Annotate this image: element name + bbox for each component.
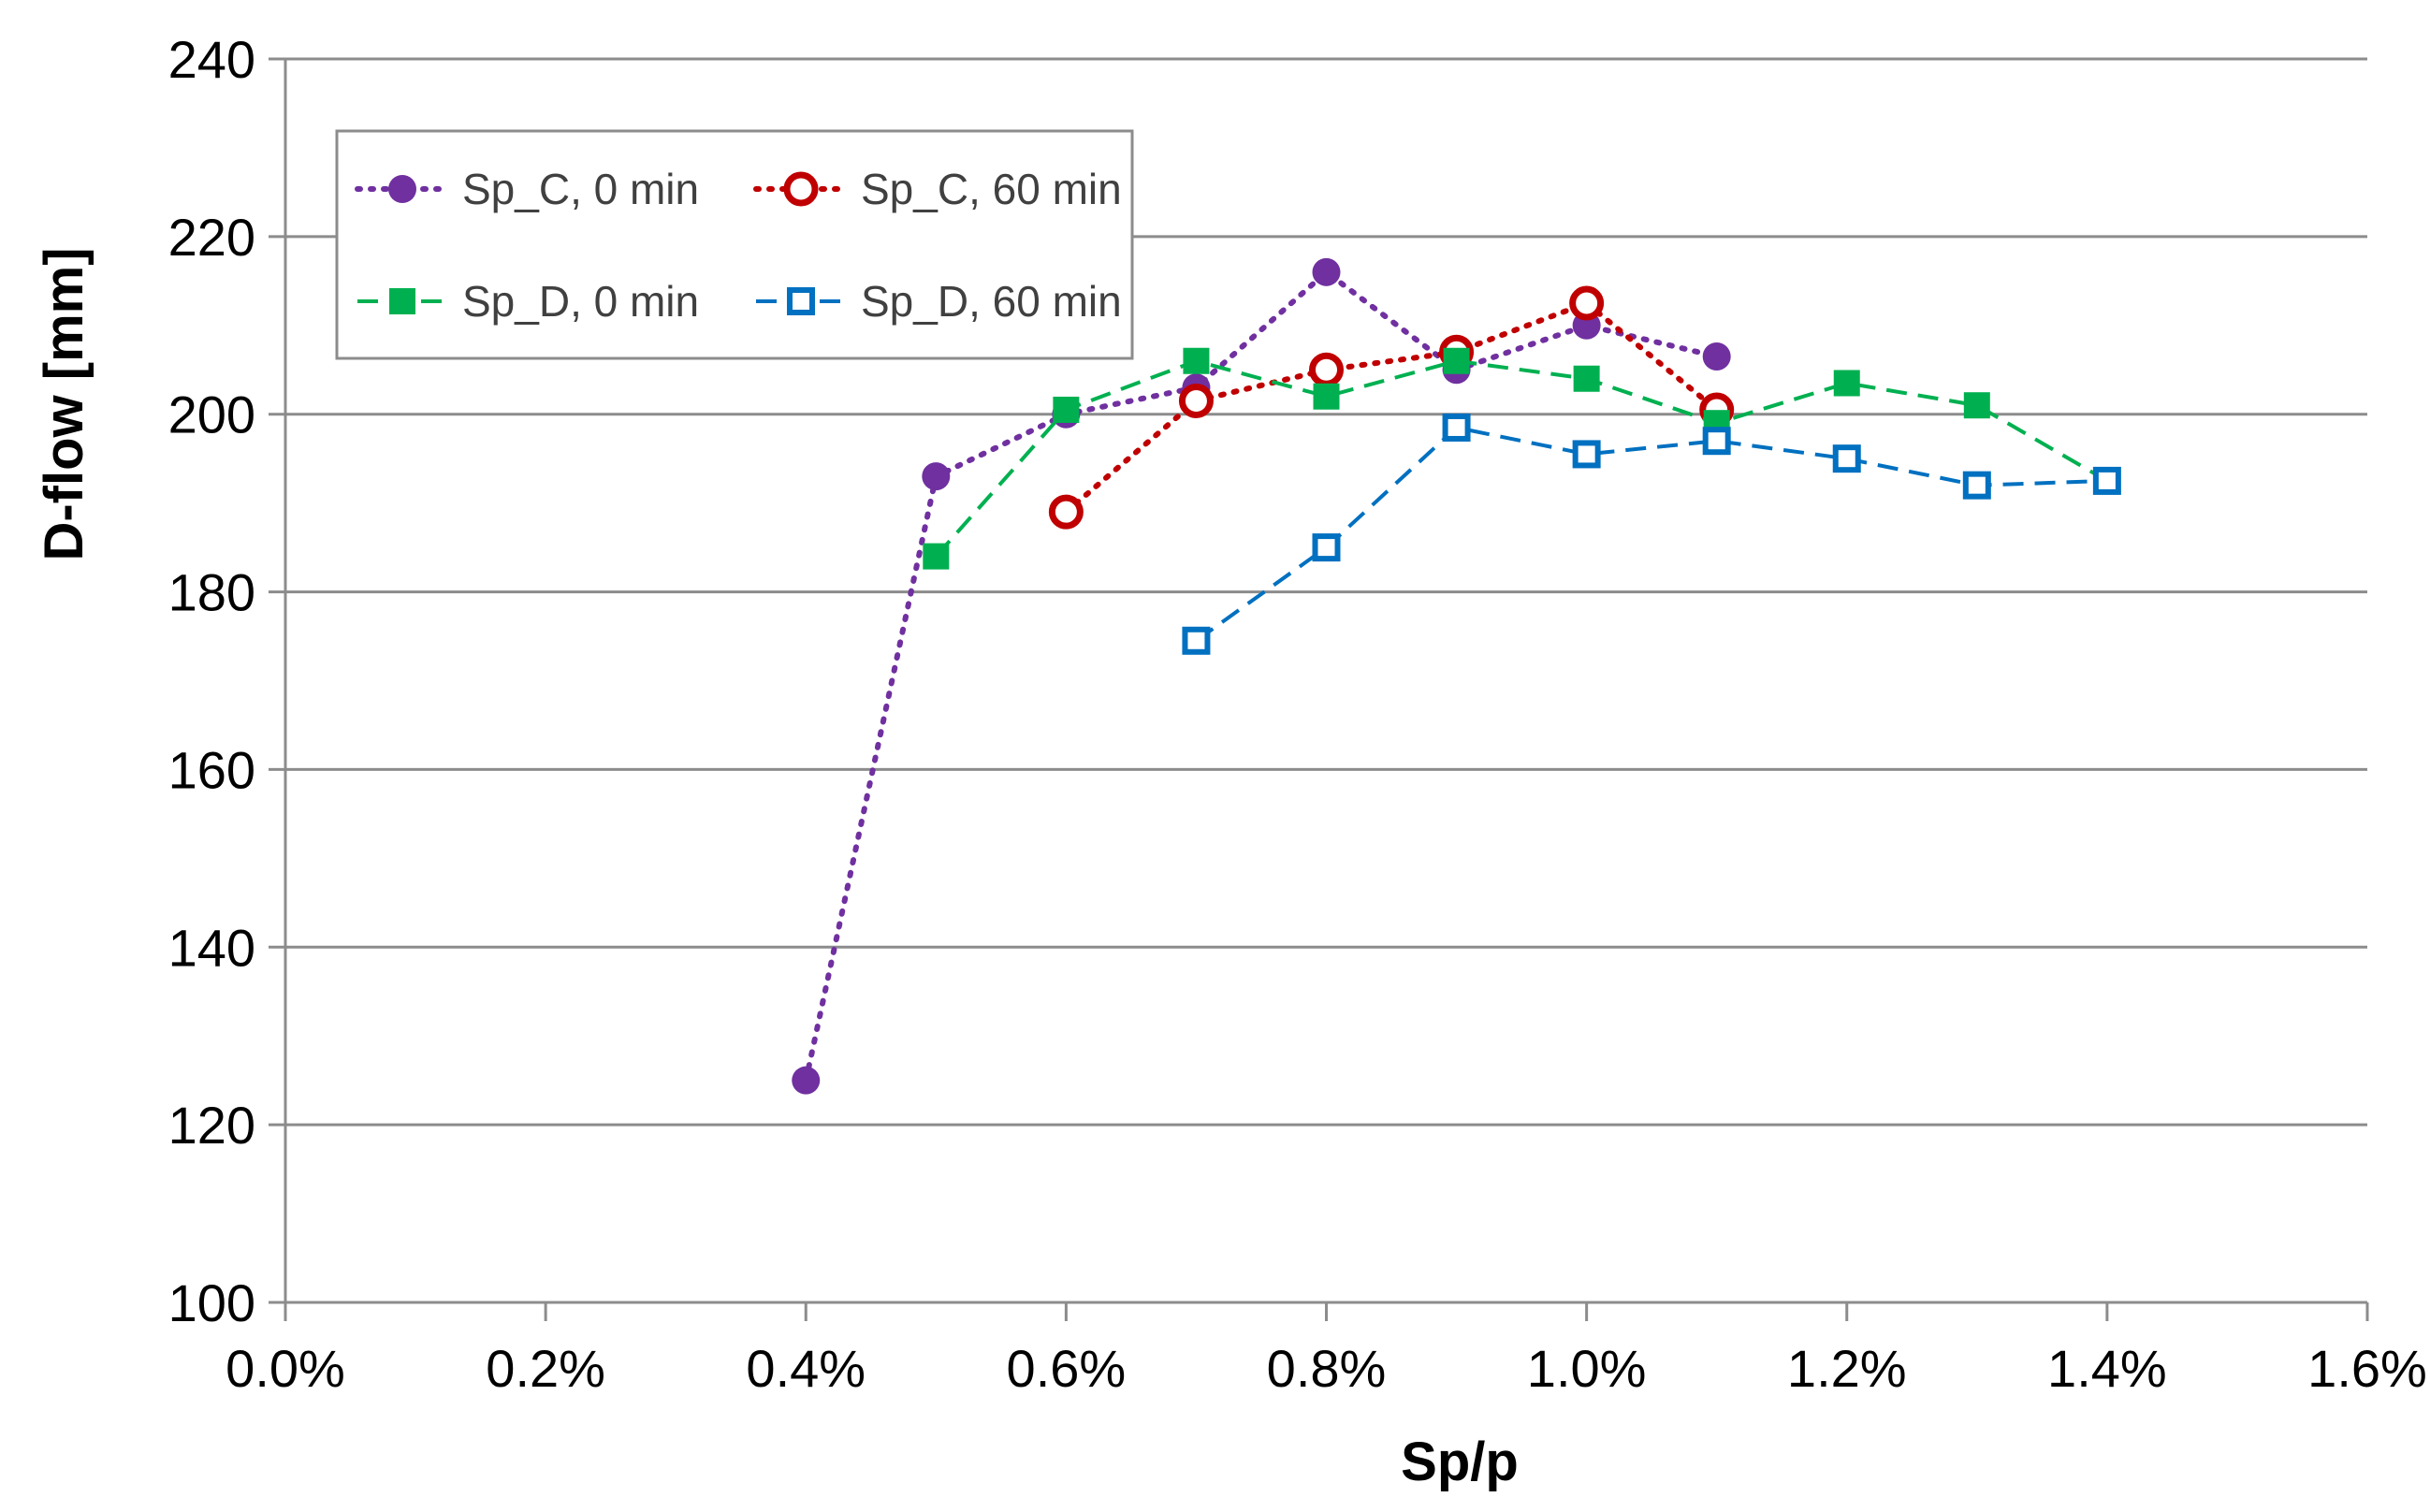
legend-label: Sp_C, 60 min <box>861 165 1122 213</box>
data-point <box>1312 257 1341 286</box>
x-tick-label: 0.0% <box>226 1339 345 1398</box>
data-point <box>1442 413 1471 442</box>
data-point <box>1048 494 1084 530</box>
y-axis-title: D-flow [mm] <box>34 247 95 560</box>
legend-marker <box>787 287 815 315</box>
legend-marker <box>388 175 416 203</box>
y-tick-label: 200 <box>168 385 255 444</box>
y-tick-label: 240 <box>168 30 255 89</box>
data-point <box>1702 427 1731 456</box>
y-tick-label: 160 <box>168 740 255 799</box>
x-tick-label: 1.4% <box>2047 1339 2167 1398</box>
data-point <box>1572 440 1601 469</box>
data-point <box>1573 365 1600 392</box>
x-tick-label: 0.4% <box>746 1339 866 1398</box>
series-line-4 <box>1195 425 2107 643</box>
data-point <box>1312 533 1341 562</box>
series-line-2 <box>1063 299 1720 516</box>
data-point <box>1443 347 1470 374</box>
data-point <box>1309 352 1344 387</box>
y-tick-label: 100 <box>168 1273 255 1332</box>
legend-box <box>335 129 1134 360</box>
axes: 100 120 140 160 180 200 220 240 0.0% 0.2% 0.4% 0.6%… <box>168 30 2427 1398</box>
data-point <box>1178 383 1214 418</box>
series-line-3 <box>934 358 2108 558</box>
data-point <box>1963 392 1990 419</box>
x-axis-title: Sp/p <box>1401 1432 1519 1492</box>
data-point <box>923 543 950 570</box>
data-point <box>1702 342 1731 371</box>
legend: Sp_C, 0 min Sp_C, 60 min Sp_D, 0 min Sp_D, … <box>335 129 1134 360</box>
data-point <box>1183 347 1210 374</box>
legend-entry-1: Sp_C, 0 min <box>355 165 699 213</box>
legend-entry-2: Sp_C, 60 min <box>753 165 1122 213</box>
data-point <box>1182 626 1211 655</box>
y-tick-label: 220 <box>168 208 255 267</box>
legend-marker <box>783 171 819 207</box>
legend-marker <box>389 288 415 314</box>
legend-label: Sp_D, 0 min <box>462 277 699 326</box>
series-layer <box>792 257 2121 1095</box>
x-tick-label: 0.6% <box>1007 1339 1127 1398</box>
legend-label: Sp_D, 60 min <box>861 277 1122 326</box>
data-point <box>1832 444 1861 473</box>
data-point <box>792 1066 821 1095</box>
data-point <box>1833 370 1860 397</box>
data-point <box>1569 285 1605 321</box>
y-tick-label: 180 <box>168 563 255 622</box>
data-point <box>1053 396 1080 423</box>
data-point <box>1962 471 1991 500</box>
y-tick-label: 140 <box>168 918 255 977</box>
x-tick-label: 1.6% <box>2307 1339 2427 1398</box>
data-point <box>2092 466 2121 495</box>
data-point <box>922 462 951 491</box>
series-4 <box>1182 413 2121 655</box>
legend-label: Sp_C, 0 min <box>462 165 699 213</box>
x-tick-label: 1.2% <box>1787 1339 1907 1398</box>
x-tick-label: 0.2% <box>486 1339 605 1398</box>
series-line-1 <box>803 268 1720 1083</box>
series-2 <box>1048 285 1735 530</box>
data-point <box>1313 383 1340 410</box>
x-tick-label: 1.0% <box>1527 1339 1647 1398</box>
legend-entry-3: Sp_D, 0 min <box>357 277 699 326</box>
gridlines <box>285 57 2367 1127</box>
y-tick-label: 120 <box>168 1096 255 1155</box>
x-tick-label: 0.8% <box>1267 1339 1387 1398</box>
legend-entry-4: Sp_D, 60 min <box>756 277 1122 326</box>
